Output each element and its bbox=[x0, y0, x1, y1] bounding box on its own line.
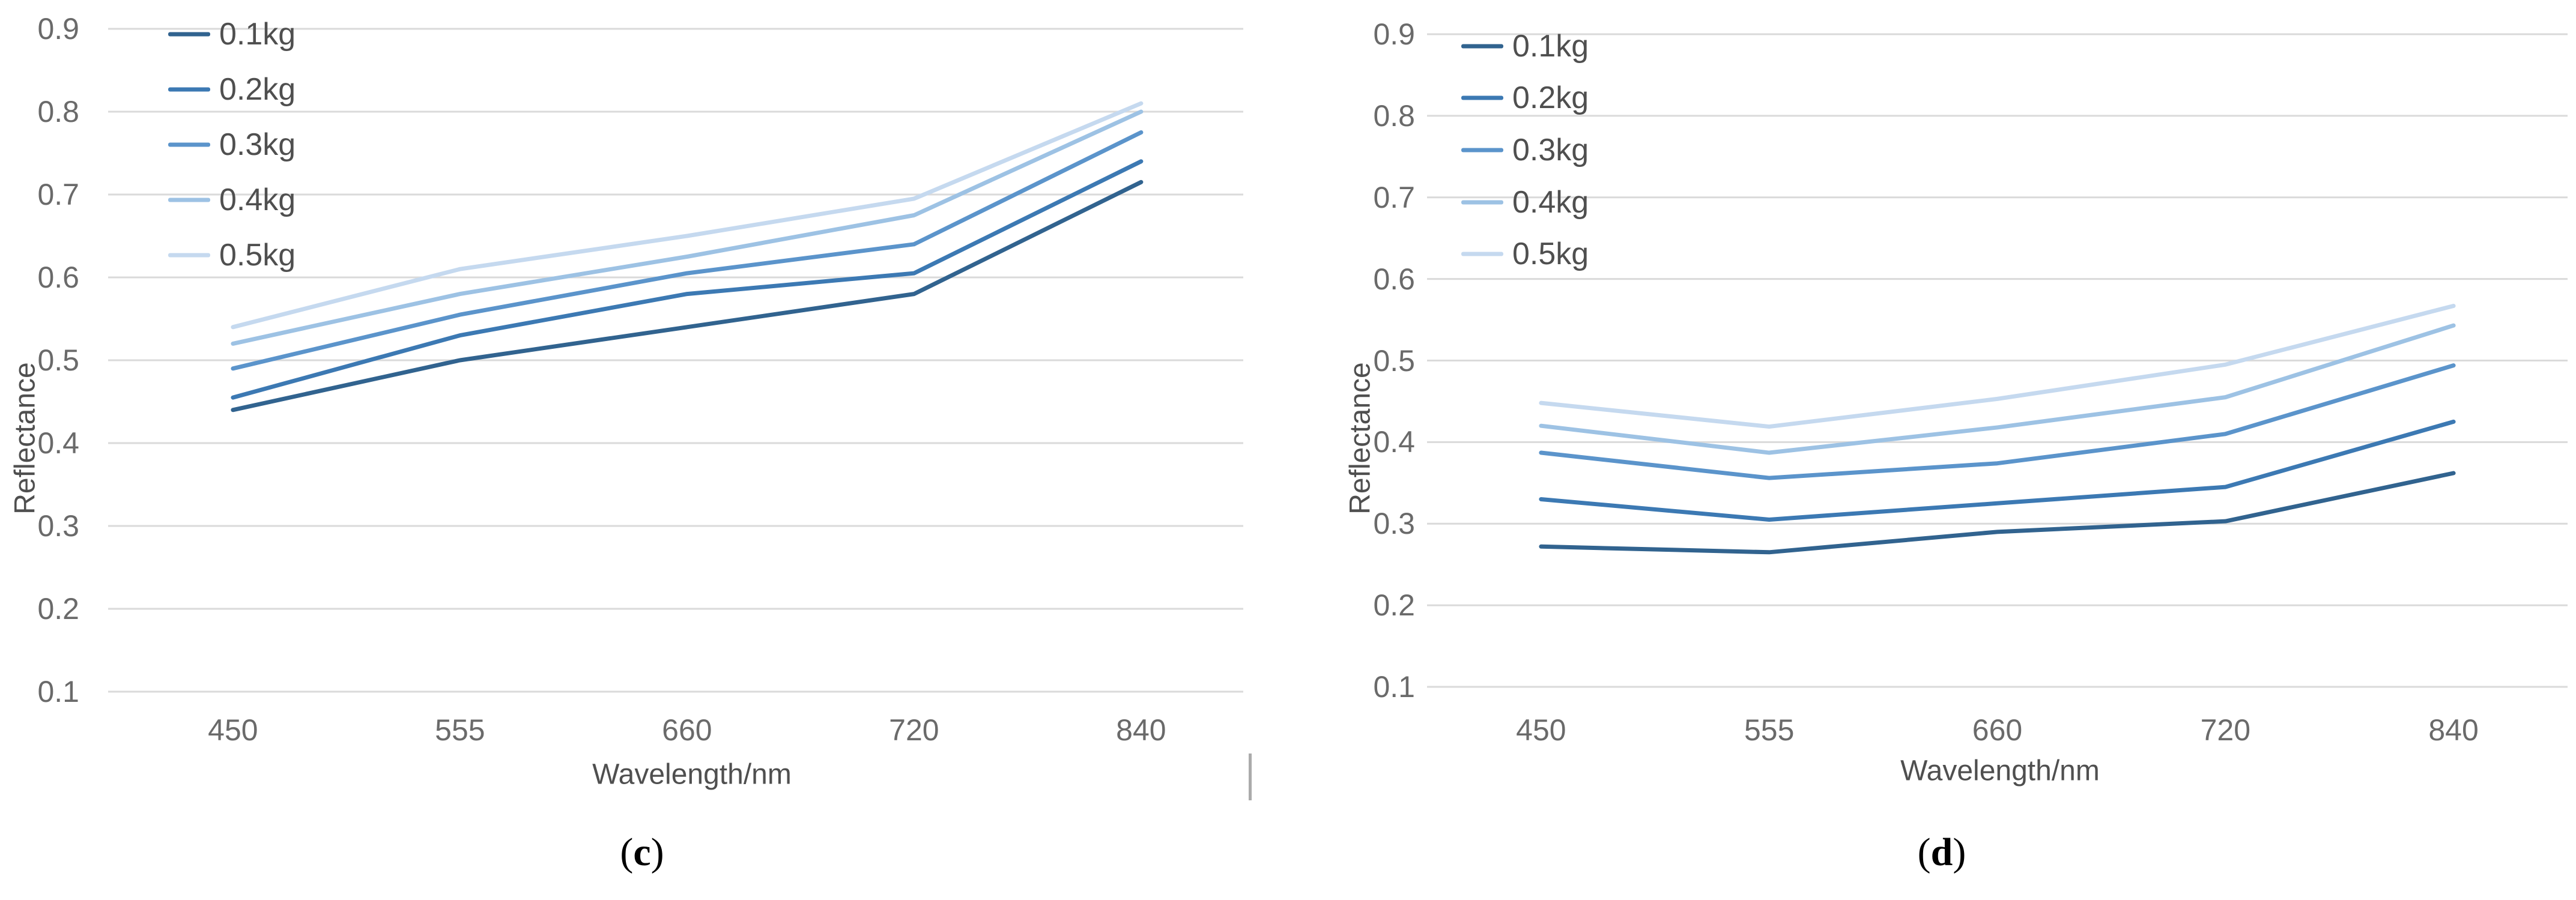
series-line-c-0.1kg bbox=[231, 180, 1144, 412]
series-line-d-0.2kg bbox=[1539, 419, 2456, 522]
caption-d-close-paren: ) bbox=[1953, 830, 1966, 874]
inter-chart-divider-artifact bbox=[1249, 754, 1252, 800]
caption-d-open-paren: ( bbox=[1917, 830, 1931, 874]
caption-d: (d) bbox=[1918, 830, 1966, 875]
caption-d-letter: d bbox=[1930, 830, 1953, 874]
series-line-d-0.5kg bbox=[1539, 303, 2456, 429]
series-line-c-0.4kg bbox=[231, 109, 1144, 346]
caption-c-close-paren: ) bbox=[650, 830, 664, 874]
caption-c-open-paren: ( bbox=[620, 830, 634, 874]
series-line-d-0.1kg bbox=[1539, 471, 2456, 555]
series-line-d-0.4kg bbox=[1539, 323, 2456, 455]
caption-c-letter: c bbox=[633, 830, 651, 874]
y-axis-title-d: Reflectance bbox=[1344, 362, 1377, 515]
caption-c: (c) bbox=[620, 830, 664, 875]
series-line-d-0.3kg bbox=[1539, 363, 2456, 480]
series-line-c-0.2kg bbox=[231, 159, 1144, 400]
x-axis-title-c: Wavelength/nm bbox=[592, 758, 792, 791]
series-line-c-0.3kg bbox=[231, 130, 1144, 371]
x-axis-title-d: Wavelength/nm bbox=[1900, 755, 2100, 787]
y-axis-title-c: Reflectance bbox=[9, 362, 41, 515]
series-line-c-0.5kg bbox=[231, 101, 1144, 330]
